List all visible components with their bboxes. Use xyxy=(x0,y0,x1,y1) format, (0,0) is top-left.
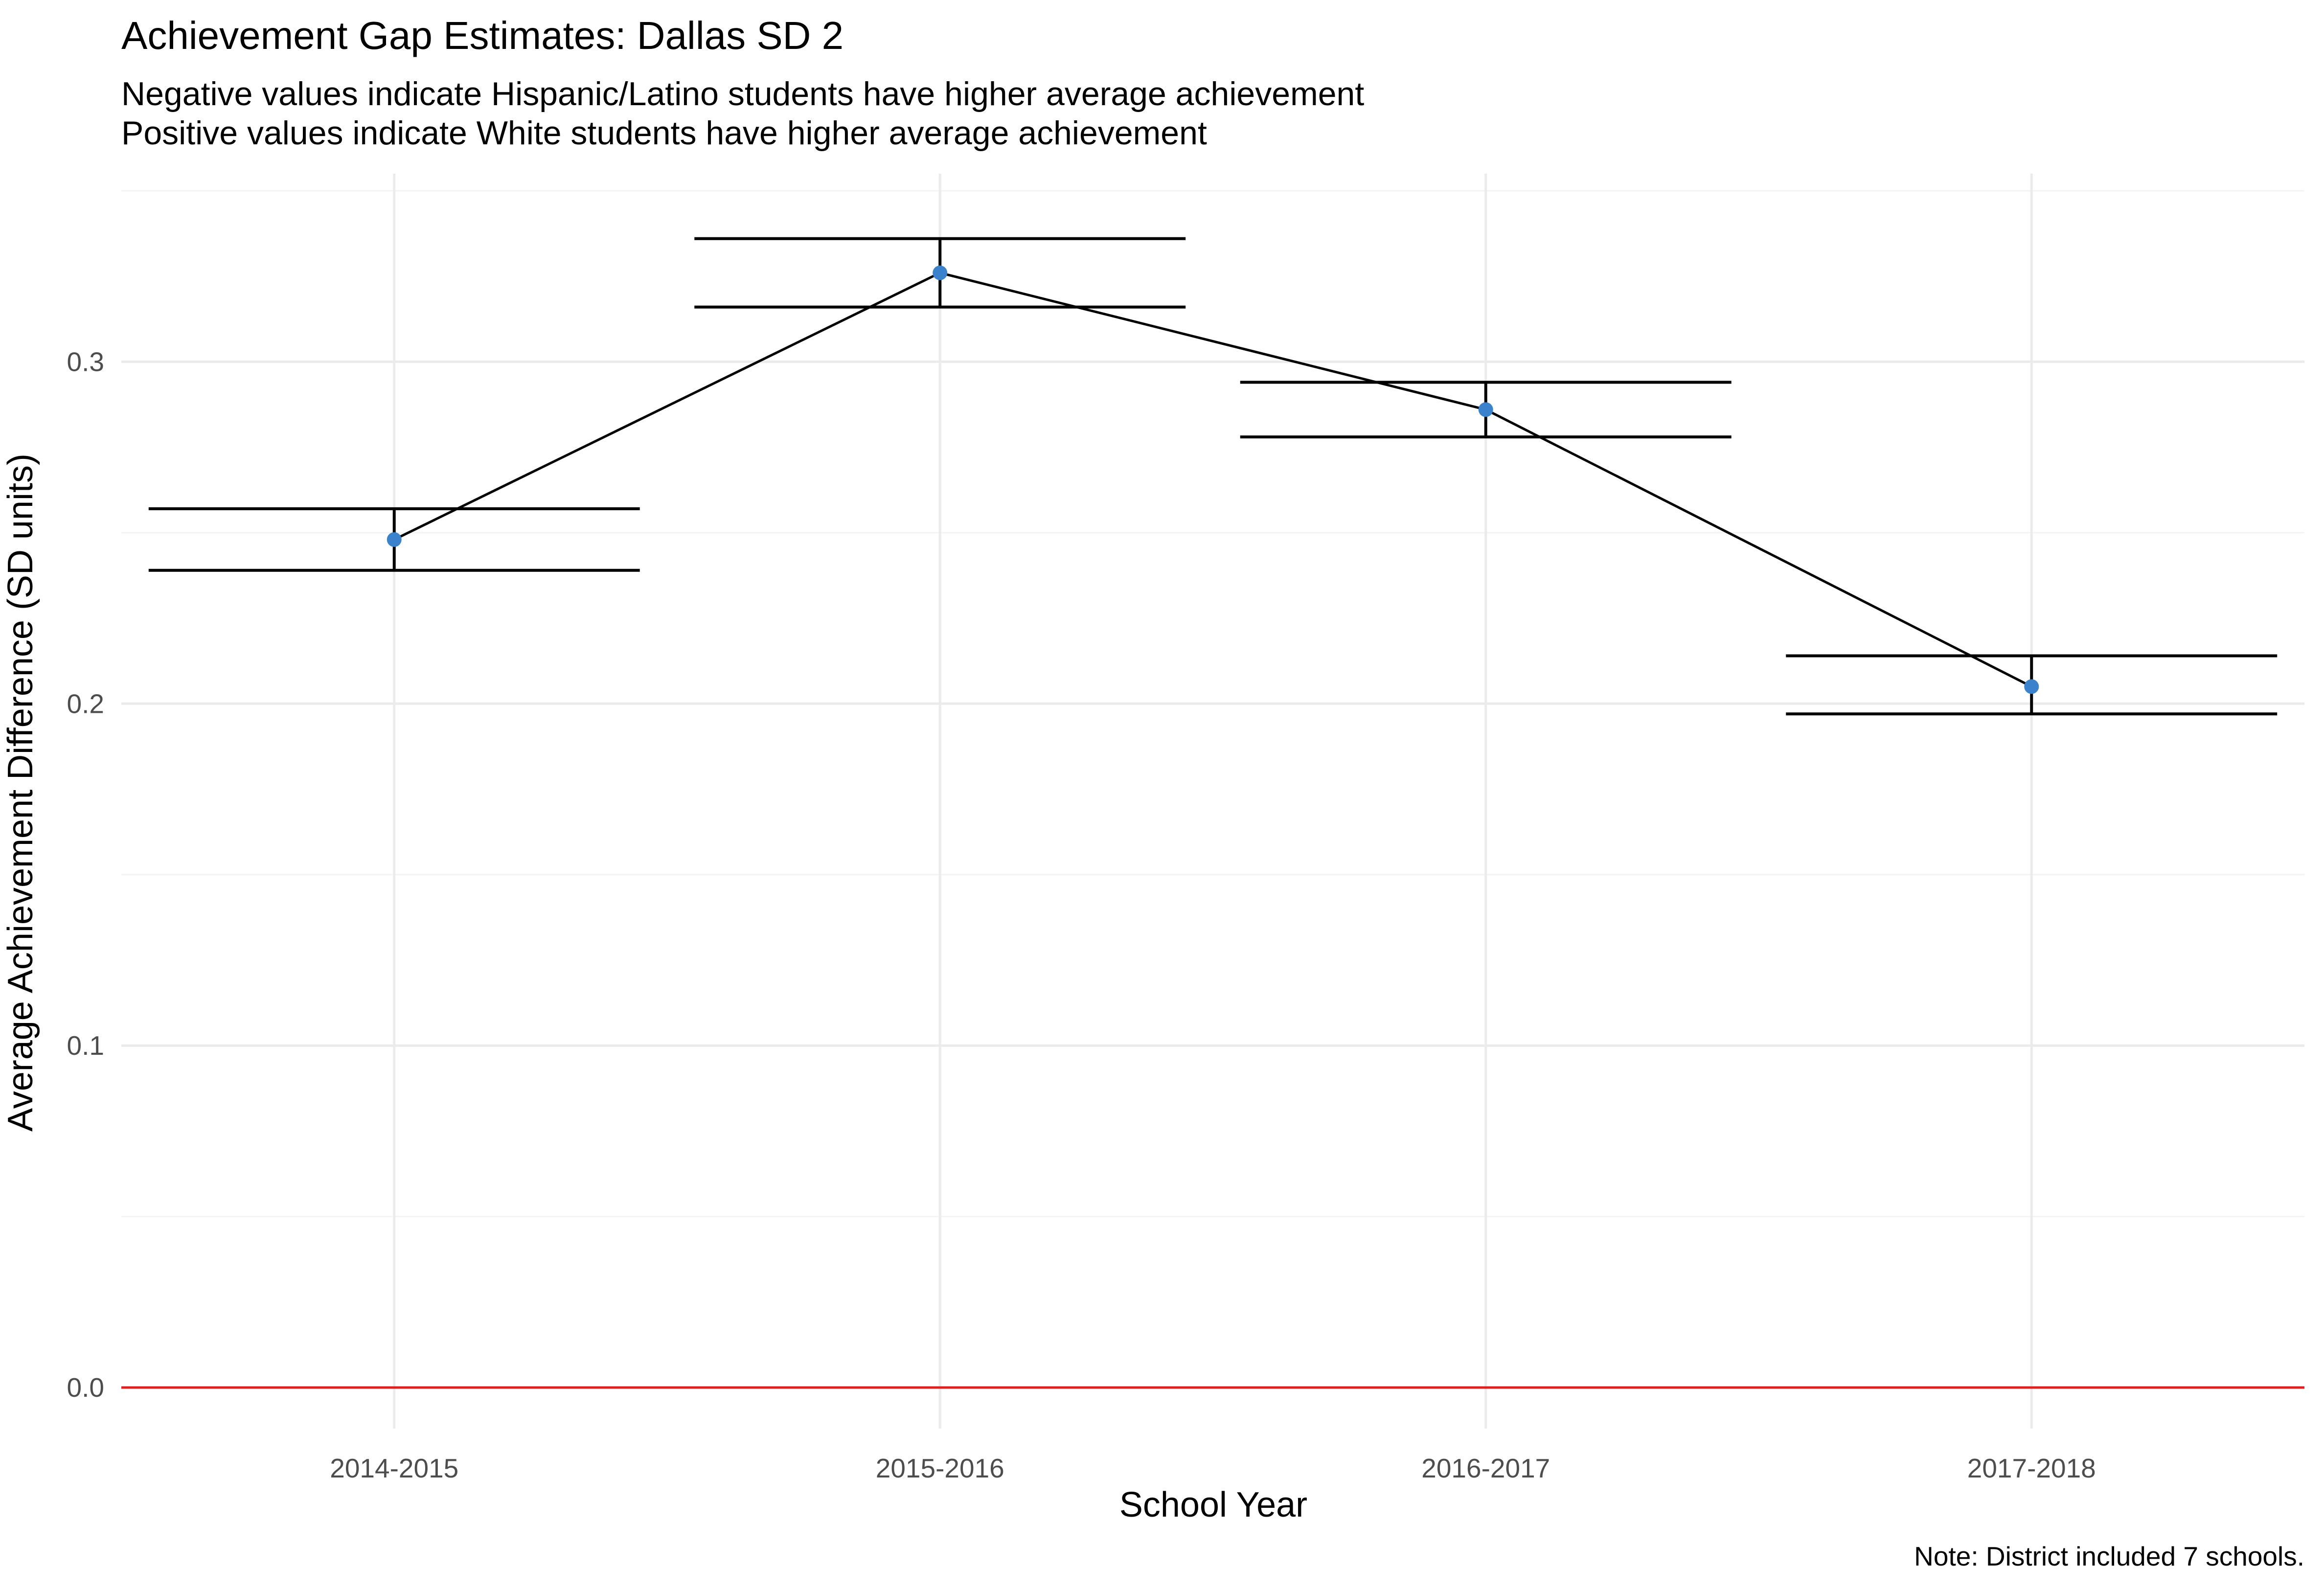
x-tick-label: 2017-2018 xyxy=(1967,1453,2096,1483)
x-tick-label: 2014-2015 xyxy=(330,1453,458,1483)
data-point-2017-2018 xyxy=(2024,679,2039,694)
data-point-2015-2016 xyxy=(933,265,948,280)
x-axis-title: School Year xyxy=(1119,1485,1307,1524)
y-axis-title: Average Achievement Difference (SD units… xyxy=(1,454,40,1132)
x-tick-label: 2015-2016 xyxy=(876,1453,1004,1483)
y-tick-label: 0.0 xyxy=(67,1372,104,1403)
data-point-2014-2015 xyxy=(387,532,402,547)
x-tick-label: 2016-2017 xyxy=(1421,1453,1550,1483)
y-tick-label: 0.2 xyxy=(67,688,104,719)
y-tick-label: 0.3 xyxy=(67,346,104,377)
chart-subtitle-line-1: Negative values indicate Hispanic/Latino… xyxy=(121,75,1364,113)
point-layer xyxy=(387,265,2039,694)
data-point-2016-2017 xyxy=(1478,402,1493,417)
chart-title: Achievement Gap Estimates: Dallas SD 2 xyxy=(121,14,843,57)
chart-caption: Note: District included 7 schools. xyxy=(1914,1541,2304,1571)
chart-subtitle-line-2: Positive values indicate White students … xyxy=(121,114,1207,152)
y-axis-tick-labels: 0.0 0.1 0.2 0.3 xyxy=(67,346,104,1403)
trend-line xyxy=(393,272,2032,688)
grid-lines xyxy=(121,174,2304,1429)
x-axis-tick-labels: 2014-2015 2015-2016 2016-2017 2017-2018 xyxy=(330,1453,2096,1483)
trend-line-layer xyxy=(393,272,2032,688)
y-tick-label: 0.1 xyxy=(67,1030,104,1061)
